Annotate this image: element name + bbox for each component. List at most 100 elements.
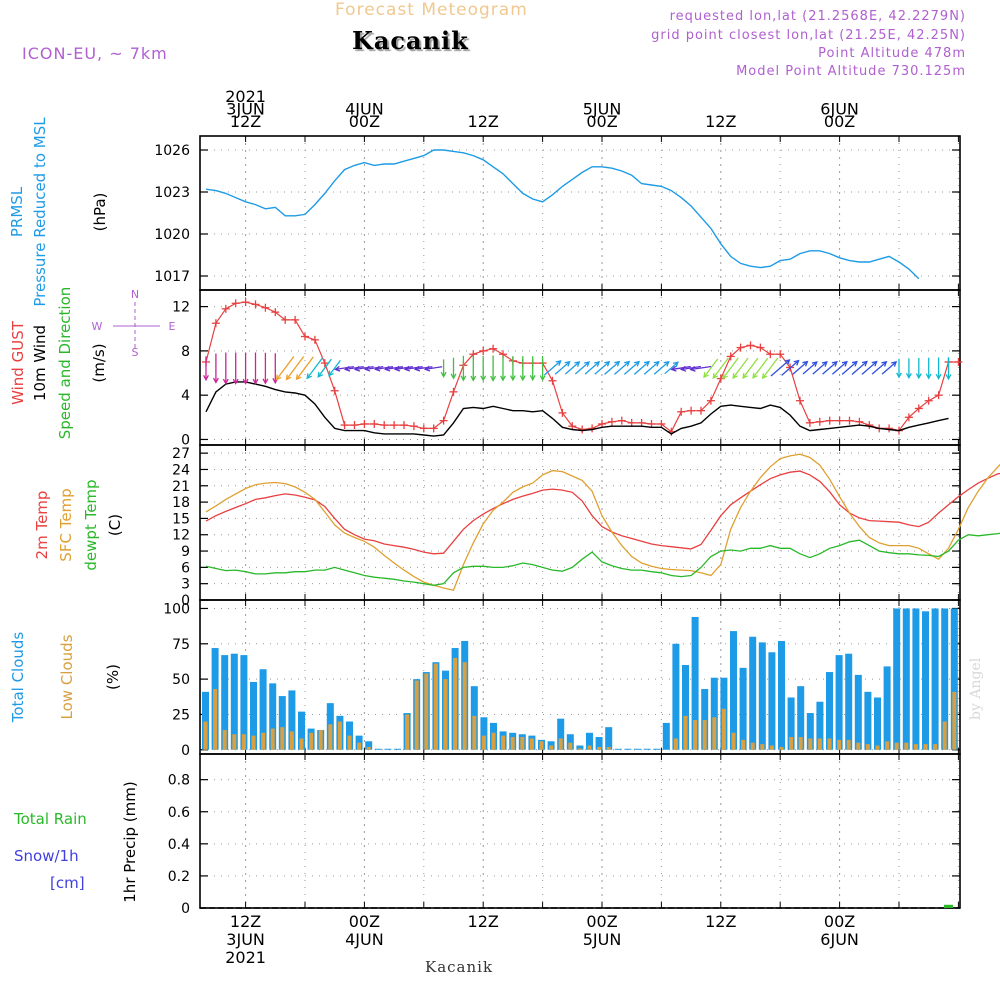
total-cloud-bar — [691, 616, 699, 750]
total-cloud-bar — [710, 677, 718, 750]
grid-point-coordinates: grid point closest lon,lat (21.25E, 42.2… — [651, 28, 966, 43]
y-tick-label: 0.8 — [168, 773, 190, 789]
total-cloud-bar — [662, 722, 670, 750]
gust-point — [825, 416, 834, 425]
wind-direction-arrow — [212, 353, 219, 384]
gust-point — [904, 413, 913, 422]
y-tick-label: 1017 — [154, 269, 190, 285]
gust-point — [330, 386, 339, 395]
low-cloud-bar — [433, 663, 438, 750]
model-point-altitude: Model Point Altitude 730.125m — [736, 64, 966, 79]
total-cloud-bar — [902, 608, 910, 750]
wind-direction-arrow — [295, 356, 314, 381]
precip-legend-item: Total Rain — [13, 810, 87, 828]
wind-direction-arrow — [604, 360, 621, 375]
wind-direction-arrow — [670, 365, 691, 372]
wind-direction-arrow — [413, 365, 433, 372]
gust-point — [479, 346, 488, 355]
low-cloud-bar — [760, 744, 765, 750]
gust-point — [548, 376, 557, 385]
total-cloud-bar — [854, 674, 862, 750]
wind-direction-arrow — [742, 357, 759, 379]
wind-direction-arrow — [403, 365, 423, 372]
precip-panel: 0 0.2 0.4 0.6 0.8 — [168, 753, 961, 917]
time-label-top: 00Z — [349, 112, 380, 131]
low-cloud-bar — [520, 737, 525, 750]
total-cloud-bar — [845, 653, 853, 750]
gust-point — [251, 300, 260, 309]
low-cloud-bar — [702, 720, 707, 750]
total-cloud-bar — [230, 653, 238, 750]
y-tick-label: 0 — [181, 593, 190, 609]
low-cloud-bar — [885, 741, 890, 750]
pressure-axis-label: (hPa) — [91, 193, 109, 232]
low-cloud-bar — [741, 739, 746, 750]
wind-direction-arrow — [509, 356, 516, 382]
gust-point — [370, 419, 379, 428]
wind-direction-arrow — [722, 357, 739, 380]
wind-direction-arrow — [781, 359, 800, 376]
low-cloud-bar — [712, 717, 717, 750]
wind-direction-arrow — [393, 365, 413, 372]
low-cloud-bar — [414, 680, 419, 750]
low-cloud-bar — [318, 729, 323, 750]
gust-point — [310, 335, 319, 344]
time-label-bottom: 00Z — [349, 912, 380, 931]
total-cloud-bar — [557, 718, 565, 750]
wind-direction-arrow — [334, 365, 354, 372]
gust-point — [617, 416, 626, 425]
wind-direction-arrow — [881, 361, 898, 375]
time-label-top: 4JUN — [345, 100, 384, 119]
low-cloud-bar — [261, 732, 266, 750]
time-label-top: 12Z — [705, 112, 736, 131]
low-cloud-bar — [875, 745, 880, 750]
low-cloud-bar — [241, 734, 246, 750]
wind-direction-arrow — [653, 360, 670, 375]
wind-direction-arrow — [343, 365, 364, 372]
total-cloud-bar — [950, 608, 958, 750]
wind-direction-arrow — [896, 358, 902, 379]
low-cloud-bar — [837, 739, 842, 750]
wind-direction-arrow — [490, 355, 497, 382]
gust-point — [746, 341, 755, 350]
total-cloud-bar — [883, 666, 891, 750]
total-cloud-bar — [566, 734, 574, 750]
gust-point — [360, 419, 369, 428]
time-label-bottom: 00Z — [586, 912, 617, 931]
chart-title: Forecast Meteogram — [335, 0, 528, 20]
time-label-top: 5JUN — [583, 100, 622, 119]
gust-point — [380, 421, 389, 430]
wind-direction-arrow — [500, 355, 506, 382]
clouds-axis-label: (%) — [104, 664, 122, 690]
wind-direction-arrow — [543, 360, 562, 376]
compass-e: E — [169, 320, 176, 333]
wind-direction-arrow — [935, 357, 942, 380]
precip-legend-item: [cm] — [50, 874, 85, 892]
total-cloud-bar — [931, 608, 939, 750]
compass-n: N — [131, 288, 139, 301]
gust-point — [934, 391, 943, 400]
low-cloud-bar — [251, 735, 256, 750]
wind-direction-arrow — [679, 365, 701, 372]
gust-point — [409, 422, 418, 431]
wind-direction-arrow — [792, 360, 809, 375]
low-cloud-bar — [577, 748, 582, 750]
low-cloud-bar — [904, 742, 909, 750]
total-cloud-bar — [634, 748, 641, 750]
total-cloud-bar — [374, 748, 382, 750]
clouds-axis-label: Total Clouds — [9, 632, 27, 724]
total-cloud-bar — [240, 655, 248, 750]
wind-direction-arrow — [275, 356, 295, 381]
low-cloud-bar — [587, 745, 592, 750]
wind-direction-arrow — [871, 360, 888, 375]
wind-direction-arrow — [317, 358, 332, 378]
low-cloud-bar — [789, 737, 794, 750]
wind-direction-arrow — [554, 360, 571, 375]
total-cloud-bar — [758, 642, 766, 750]
gust-point — [607, 417, 616, 426]
temperature-axis-label: 2m Temp — [33, 491, 51, 560]
wind-direction-arrow — [306, 357, 324, 380]
gust-point — [449, 387, 458, 396]
wind-axis-label: 10m Wind — [31, 325, 49, 401]
